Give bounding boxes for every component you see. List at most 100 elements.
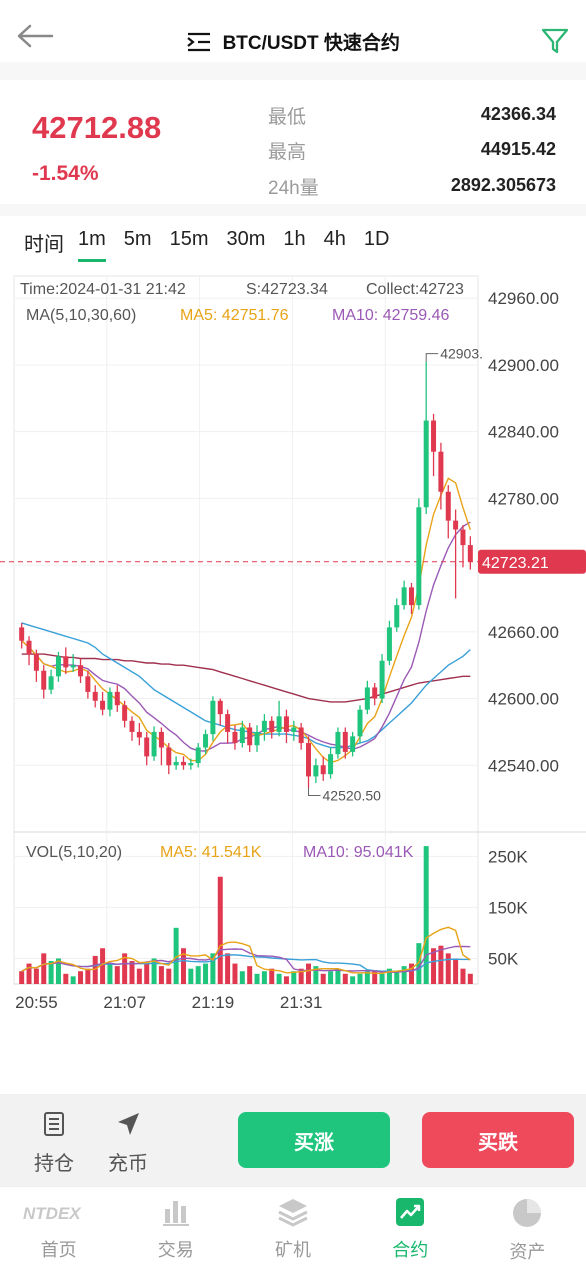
candle-body <box>114 691 120 706</box>
volume-bar <box>92 955 98 984</box>
low-marker-arrow <box>308 787 321 797</box>
nav-contract[interactable]: 合约 <box>352 1187 469 1266</box>
high-marker-arrow <box>425 353 439 362</box>
candle-body <box>328 754 334 775</box>
volume-bar <box>431 948 437 984</box>
candle-body <box>386 627 392 661</box>
volume-bar <box>254 973 260 984</box>
nav-mining-label: 矿机 <box>275 1240 311 1260</box>
candle-body <box>394 605 400 628</box>
candle-body <box>203 734 209 748</box>
volume-bar <box>166 968 172 984</box>
time-tick-label: 21:07 <box>103 993 146 1012</box>
volume-bar <box>313 966 319 984</box>
page-title-wrap[interactable]: BTC/USDT 快速合约 <box>0 28 586 58</box>
candle-body <box>33 654 39 671</box>
volume-bar <box>328 971 334 984</box>
vol-header: VOL(5,10,20) <box>26 844 122 861</box>
volume-bar <box>453 958 459 984</box>
tab-1d[interactable]: 1D <box>363 228 390 250</box>
low-price-marker: 42520.50 <box>323 788 382 804</box>
volume-bar <box>158 966 164 984</box>
candle-body <box>92 691 98 701</box>
volume-bar <box>63 973 69 984</box>
ma60-line <box>21 653 471 703</box>
volume-bar <box>136 968 142 984</box>
volume-bar <box>203 963 209 984</box>
volume-bar <box>195 966 201 984</box>
volume-bar <box>306 963 312 984</box>
price-tick-label: 42660.00 <box>488 623 559 642</box>
candle-body <box>19 627 25 641</box>
candle-body <box>151 731 157 757</box>
tab-1h[interactable]: 1h <box>283 228 306 250</box>
volume-bar <box>379 973 385 984</box>
ma30-line <box>21 622 471 749</box>
buy-up-button[interactable]: 买涨 <box>238 1112 390 1168</box>
volume-bar <box>467 973 473 984</box>
candle-body <box>283 716 289 732</box>
volume-bar <box>261 971 267 984</box>
tab-4h[interactable]: 4h <box>323 228 346 250</box>
candle-body <box>232 731 238 744</box>
kline-chart-area[interactable]: Time:2024-01-31 21:42 S:42723.34 Collect… <box>0 266 586 1026</box>
nav-mining[interactable]: 矿机 <box>234 1187 351 1266</box>
candles <box>19 361 473 788</box>
candle-body <box>247 727 253 746</box>
tab-30m[interactable]: 30m <box>226 228 266 250</box>
clipboard-list-icon <box>44 1112 64 1136</box>
deposit-button[interactable]: 充币 <box>100 1110 156 1176</box>
nav-trade[interactable]: 交易 <box>117 1187 234 1266</box>
candle-body <box>239 727 245 744</box>
nav-assets[interactable]: 资产 <box>469 1187 586 1266</box>
tab-1m[interactable]: 1m <box>78 228 106 262</box>
candle-body <box>342 731 348 752</box>
candle-body <box>431 420 437 452</box>
candle-body <box>166 747 172 766</box>
positions-button[interactable]: 持仓 <box>26 1110 82 1176</box>
volume-tick-label: 50K <box>488 949 519 968</box>
ma5-readout: MA5: 42751.76 <box>180 307 289 324</box>
buy-down-button[interactable]: 买跌 <box>422 1112 574 1168</box>
tab-5m[interactable]: 5m <box>123 228 152 250</box>
candle-body <box>306 743 312 777</box>
trend-up-icon <box>396 1198 425 1226</box>
logo-text: NTDEX <box>23 1204 82 1223</box>
volume-bar <box>41 953 47 984</box>
spacer <box>0 62 586 80</box>
deposit-label: 充币 <box>108 1153 148 1175</box>
candle-body <box>453 520 459 530</box>
arrow-left-icon[interactable] <box>16 24 54 48</box>
volume-bar <box>416 943 422 984</box>
menu-list-icon[interactable] <box>186 31 212 53</box>
candle-body <box>195 747 201 764</box>
volume-bar <box>107 963 113 984</box>
volume-bar <box>269 968 275 984</box>
price-tick-label: 42540.00 <box>488 756 559 775</box>
price-tick-label: 42840.00 <box>488 423 559 442</box>
volume-bar <box>188 968 194 984</box>
filter-icon[interactable] <box>540 26 570 56</box>
candle-body <box>48 676 54 690</box>
spacer <box>0 204 586 216</box>
volume-24h-value: 2892.305673 <box>450 175 556 195</box>
send-arrow-icon <box>118 1113 139 1135</box>
volume-tick-label: 250K <box>488 847 528 866</box>
kline-chart[interactable]: Time:2024-01-31 21:42 S:42723.34 Collect… <box>0 266 586 1026</box>
volume-bar <box>401 966 407 984</box>
candle-body <box>357 709 363 737</box>
price-change-percent: -1.54% <box>32 162 99 185</box>
candle-body <box>100 700 106 710</box>
candle-body <box>217 700 223 715</box>
current-price-tag-text: 42723.21 <box>482 555 549 572</box>
tab-15m[interactable]: 15m <box>169 228 209 250</box>
candle-body <box>158 731 164 748</box>
volume-bar <box>460 968 466 984</box>
time-readout: Time:2024-01-31 21:42 <box>20 281 186 298</box>
high-price-marker: 42903. <box>440 346 483 362</box>
nav-home[interactable]: NTDEX 首页 <box>0 1187 117 1266</box>
vol-ma10-line <box>21 945 471 974</box>
vol-ma10-readout: MA10: 95.041K <box>303 844 414 861</box>
volume-bar <box>239 971 245 984</box>
top-header: BTC/USDT 快速合约 <box>0 0 586 62</box>
